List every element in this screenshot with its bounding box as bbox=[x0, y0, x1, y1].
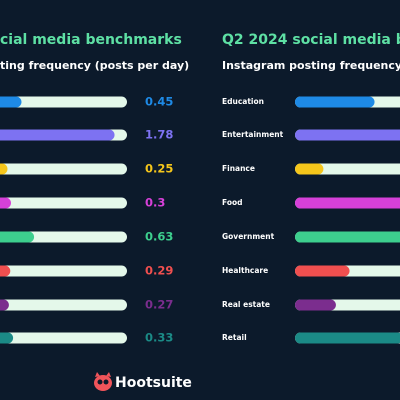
bar bbox=[295, 332, 400, 344]
value-label: 0.33 bbox=[145, 331, 173, 345]
value-label: 1.78 bbox=[145, 128, 173, 142]
chart-title: cial media benchmarks bbox=[0, 32, 182, 48]
value-label: 0.45 bbox=[145, 95, 173, 109]
bar bbox=[0, 96, 22, 108]
chart-title: Q2 2024 social media be bbox=[222, 32, 400, 48]
value-label: 0.29 bbox=[145, 264, 173, 278]
bar bbox=[295, 197, 400, 209]
bar-track bbox=[0, 299, 127, 311]
category-label: Healthcare bbox=[222, 266, 268, 275]
category-label: Real estate bbox=[222, 300, 270, 309]
category-label: Government bbox=[222, 232, 275, 241]
chart-subtitle: Instagram posting frequency (po bbox=[222, 59, 400, 72]
bar bbox=[295, 96, 375, 108]
value-label: 0.3 bbox=[145, 196, 165, 210]
bar-track bbox=[0, 96, 127, 108]
bar bbox=[0, 332, 14, 344]
bar bbox=[295, 129, 400, 141]
bar bbox=[0, 129, 115, 141]
bar bbox=[0, 265, 11, 277]
category-label: Retail bbox=[222, 333, 247, 342]
value-label: 0.63 bbox=[145, 230, 173, 244]
bar-track bbox=[0, 332, 127, 344]
bar bbox=[0, 163, 8, 175]
bar-track bbox=[0, 197, 127, 209]
chart-subtitle: ting frequency (posts per day) bbox=[0, 59, 189, 72]
bar bbox=[0, 231, 35, 243]
bar bbox=[295, 265, 350, 277]
bar-track bbox=[0, 265, 127, 277]
category-label: Education bbox=[222, 97, 264, 106]
bar bbox=[0, 197, 11, 209]
brand-logo bbox=[94, 372, 112, 391]
bar bbox=[295, 231, 400, 243]
value-label: 0.27 bbox=[145, 298, 173, 312]
bar bbox=[0, 299, 9, 311]
bar-track bbox=[0, 163, 127, 175]
category-label: Finance bbox=[222, 164, 255, 173]
category-label: Entertainment bbox=[222, 130, 284, 139]
bar bbox=[295, 299, 336, 311]
value-label: 0.25 bbox=[145, 162, 173, 176]
category-label: Food bbox=[222, 198, 243, 207]
bar bbox=[295, 163, 324, 175]
brand-name: Hootsuite bbox=[115, 375, 192, 391]
